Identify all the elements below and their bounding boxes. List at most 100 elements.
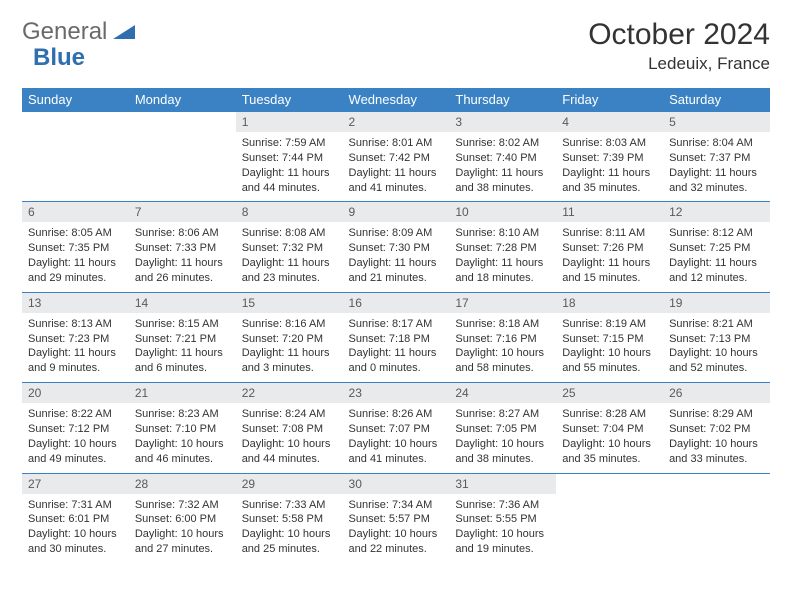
sunset-text: Sunset: 7:42 PM (349, 151, 444, 166)
day-number-cell (663, 473, 770, 494)
sunrise-text: Sunrise: 8:11 AM (562, 226, 657, 241)
day-content-cell: Sunrise: 8:26 AMSunset: 7:07 PMDaylight:… (343, 403, 450, 473)
sunrise-text: Sunrise: 8:09 AM (349, 226, 444, 241)
sunrise-text: Sunrise: 7:36 AM (455, 498, 550, 513)
day-content-cell: Sunrise: 8:19 AMSunset: 7:15 PMDaylight:… (556, 313, 663, 383)
daylight-text: Daylight: 10 hours and 35 minutes. (562, 437, 657, 467)
day-content-cell: Sunrise: 8:04 AMSunset: 7:37 PMDaylight:… (663, 132, 770, 202)
daylight-text: Daylight: 10 hours and 33 minutes. (669, 437, 764, 467)
day-number-cell (129, 112, 236, 133)
daylight-text: Daylight: 10 hours and 30 minutes. (28, 527, 123, 557)
sunset-text: Sunset: 6:00 PM (135, 512, 230, 527)
daylight-text: Daylight: 10 hours and 49 minutes. (28, 437, 123, 467)
daylight-text: Daylight: 10 hours and 41 minutes. (349, 437, 444, 467)
day-number-cell: 2 (343, 112, 450, 133)
daylight-text: Daylight: 11 hours and 38 minutes. (455, 166, 550, 196)
weekday-header: Monday (129, 88, 236, 112)
header: General October 2024 Ledeuix, France (22, 18, 770, 74)
sunset-text: Sunset: 5:57 PM (349, 512, 444, 527)
sunrise-text: Sunrise: 8:15 AM (135, 317, 230, 332)
sunset-text: Sunset: 7:32 PM (242, 241, 337, 256)
day-content-cell: Sunrise: 8:15 AMSunset: 7:21 PMDaylight:… (129, 313, 236, 383)
sunrise-text: Sunrise: 7:59 AM (242, 136, 337, 151)
daylight-text: Daylight: 10 hours and 19 minutes. (455, 527, 550, 557)
day-content-cell: Sunrise: 8:29 AMSunset: 7:02 PMDaylight:… (663, 403, 770, 473)
sunset-text: Sunset: 7:28 PM (455, 241, 550, 256)
weekday-header: Saturday (663, 88, 770, 112)
logo: General (22, 18, 135, 46)
day-content-cell: Sunrise: 8:22 AMSunset: 7:12 PMDaylight:… (22, 403, 129, 473)
weekday-header: Wednesday (343, 88, 450, 112)
day-content-cell: Sunrise: 8:09 AMSunset: 7:30 PMDaylight:… (343, 222, 450, 292)
day-number-row: 12345 (22, 112, 770, 133)
sunset-text: Sunset: 7:05 PM (455, 422, 550, 437)
day-content-row: Sunrise: 8:22 AMSunset: 7:12 PMDaylight:… (22, 403, 770, 473)
day-number-cell: 17 (449, 292, 556, 313)
day-number-cell: 31 (449, 473, 556, 494)
daylight-text: Daylight: 10 hours and 27 minutes. (135, 527, 230, 557)
page-title: October 2024 (588, 18, 770, 52)
daylight-text: Daylight: 11 hours and 41 minutes. (349, 166, 444, 196)
daylight-text: Daylight: 11 hours and 12 minutes. (669, 256, 764, 286)
day-content-row: Sunrise: 8:13 AMSunset: 7:23 PMDaylight:… (22, 313, 770, 383)
sunrise-text: Sunrise: 8:10 AM (455, 226, 550, 241)
sunset-text: Sunset: 7:30 PM (349, 241, 444, 256)
sunset-text: Sunset: 7:15 PM (562, 332, 657, 347)
sunrise-text: Sunrise: 8:28 AM (562, 407, 657, 422)
day-content-cell (129, 132, 236, 202)
day-content-row: Sunrise: 7:59 AMSunset: 7:44 PMDaylight:… (22, 132, 770, 202)
day-number-cell: 13 (22, 292, 129, 313)
day-content-cell: Sunrise: 7:59 AMSunset: 7:44 PMDaylight:… (236, 132, 343, 202)
day-content-cell: Sunrise: 8:13 AMSunset: 7:23 PMDaylight:… (22, 313, 129, 383)
sunset-text: Sunset: 7:39 PM (562, 151, 657, 166)
daylight-text: Daylight: 11 hours and 3 minutes. (242, 346, 337, 376)
sunset-text: Sunset: 7:07 PM (349, 422, 444, 437)
day-number-row: 20212223242526 (22, 383, 770, 404)
calendar-table: Sunday Monday Tuesday Wednesday Thursday… (22, 88, 770, 563)
sunset-text: Sunset: 7:10 PM (135, 422, 230, 437)
daylight-text: Daylight: 11 hours and 9 minutes. (28, 346, 123, 376)
day-number-cell: 19 (663, 292, 770, 313)
logo-text-blue-wrap: Blue (33, 44, 85, 72)
day-content-cell: Sunrise: 8:12 AMSunset: 7:25 PMDaylight:… (663, 222, 770, 292)
day-number-cell: 22 (236, 383, 343, 404)
sunrise-text: Sunrise: 8:02 AM (455, 136, 550, 151)
daylight-text: Daylight: 11 hours and 44 minutes. (242, 166, 337, 196)
sunrise-text: Sunrise: 8:27 AM (455, 407, 550, 422)
logo-text-blue: Blue (33, 44, 85, 71)
day-number-row: 6789101112 (22, 202, 770, 223)
sunrise-text: Sunrise: 8:01 AM (349, 136, 444, 151)
weekday-header: Tuesday (236, 88, 343, 112)
day-number-cell: 11 (556, 202, 663, 223)
day-number-cell: 30 (343, 473, 450, 494)
day-number-cell: 3 (449, 112, 556, 133)
sunset-text: Sunset: 5:58 PM (242, 512, 337, 527)
sunrise-text: Sunrise: 8:12 AM (669, 226, 764, 241)
day-content-cell: Sunrise: 8:24 AMSunset: 7:08 PMDaylight:… (236, 403, 343, 473)
day-content-cell: Sunrise: 8:28 AMSunset: 7:04 PMDaylight:… (556, 403, 663, 473)
sunrise-text: Sunrise: 7:33 AM (242, 498, 337, 513)
day-number-cell: 14 (129, 292, 236, 313)
day-content-row: Sunrise: 7:31 AMSunset: 6:01 PMDaylight:… (22, 494, 770, 563)
sunset-text: Sunset: 7:08 PM (242, 422, 337, 437)
sunrise-text: Sunrise: 8:24 AM (242, 407, 337, 422)
day-number-cell: 8 (236, 202, 343, 223)
sunset-text: Sunset: 7:16 PM (455, 332, 550, 347)
day-number-cell (556, 473, 663, 494)
day-content-cell: Sunrise: 8:01 AMSunset: 7:42 PMDaylight:… (343, 132, 450, 202)
sunrise-text: Sunrise: 8:03 AM (562, 136, 657, 151)
weekday-header: Friday (556, 88, 663, 112)
sunset-text: Sunset: 5:55 PM (455, 512, 550, 527)
sunset-text: Sunset: 7:44 PM (242, 151, 337, 166)
day-content-cell: Sunrise: 7:33 AMSunset: 5:58 PMDaylight:… (236, 494, 343, 563)
day-number-cell: 15 (236, 292, 343, 313)
day-content-cell (663, 494, 770, 563)
day-content-cell: Sunrise: 8:18 AMSunset: 7:16 PMDaylight:… (449, 313, 556, 383)
daylight-text: Daylight: 11 hours and 26 minutes. (135, 256, 230, 286)
sunrise-text: Sunrise: 7:34 AM (349, 498, 444, 513)
day-number-cell: 27 (22, 473, 129, 494)
day-content-cell: Sunrise: 8:27 AMSunset: 7:05 PMDaylight:… (449, 403, 556, 473)
day-number-cell: 23 (343, 383, 450, 404)
weekday-header-row: Sunday Monday Tuesday Wednesday Thursday… (22, 88, 770, 112)
day-content-cell: Sunrise: 8:02 AMSunset: 7:40 PMDaylight:… (449, 132, 556, 202)
